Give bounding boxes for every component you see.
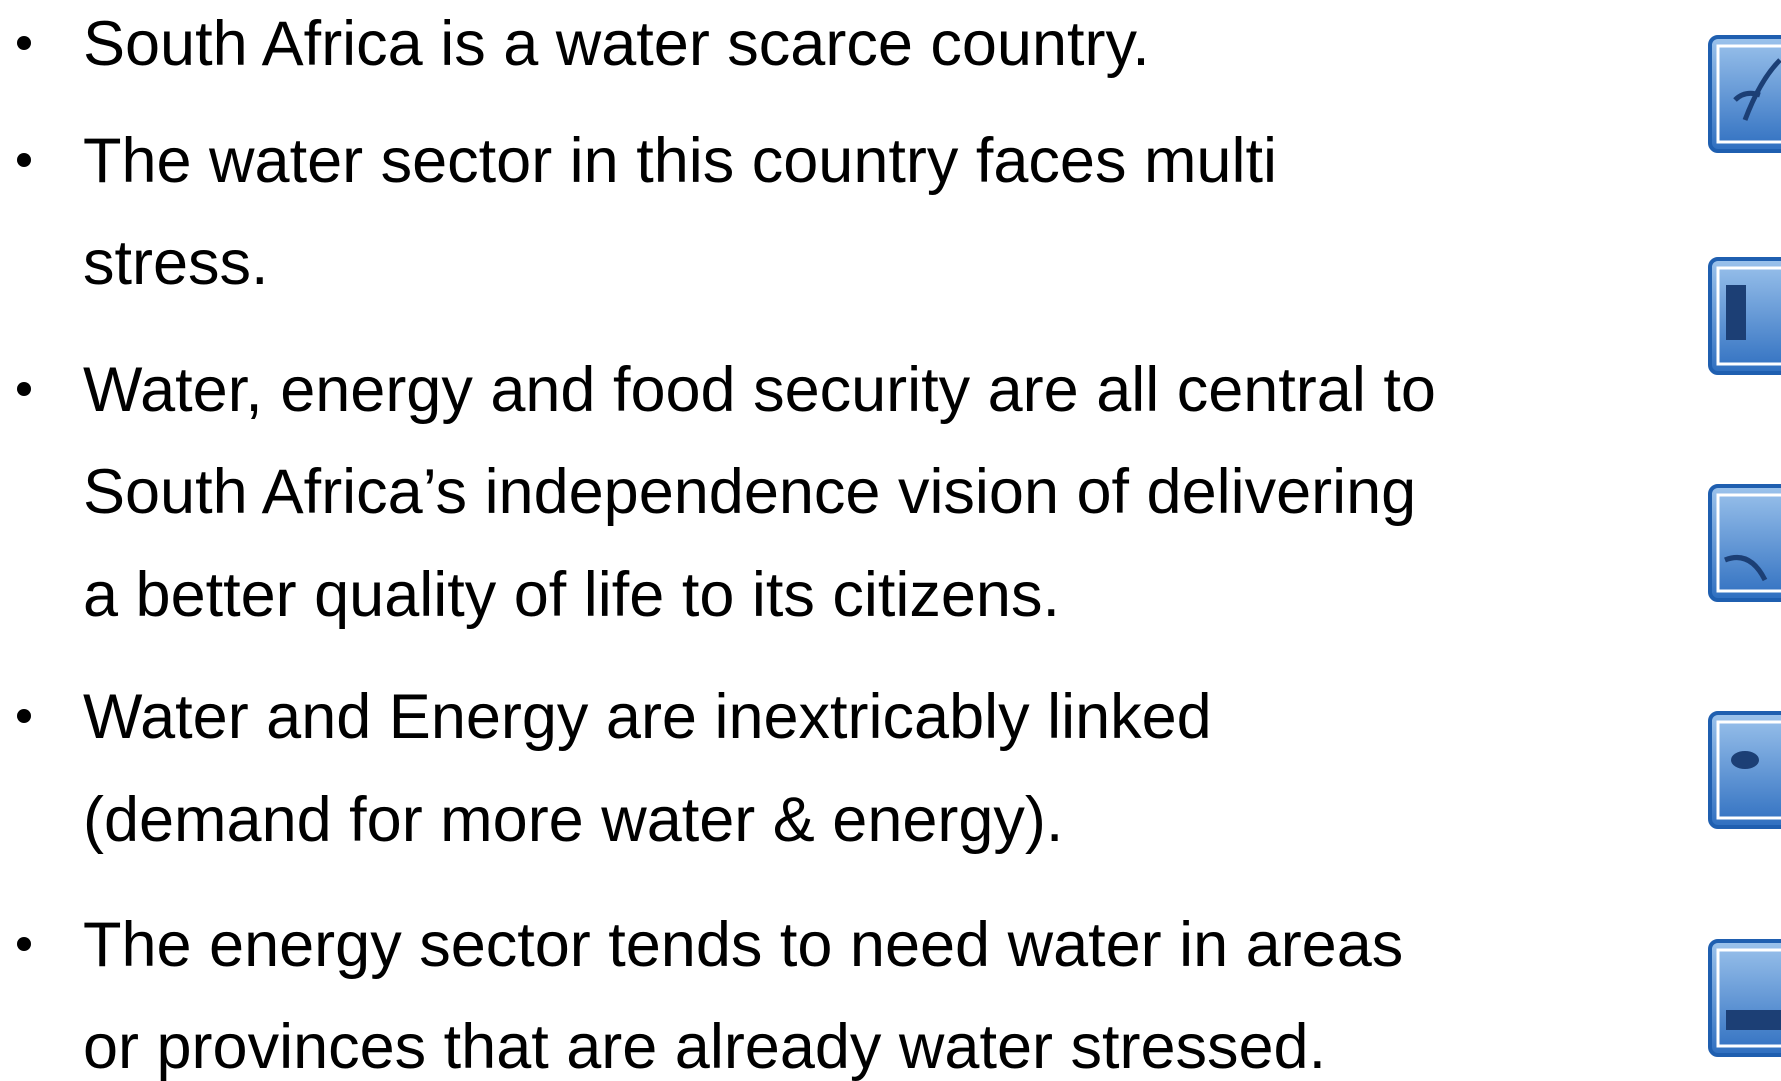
bullet-line: The energy sector tends to need water in… — [83, 910, 1403, 980]
icon — [1708, 35, 1781, 153]
icon — [1708, 257, 1781, 375]
bullet-dot — [17, 153, 31, 167]
bullet-line: a better quality of life to its citizens… — [83, 560, 1060, 630]
bullet-line: Water and Energy are inextricably linked — [83, 682, 1212, 752]
icon — [1708, 939, 1781, 1057]
bullet-item: Water, energy and food security are all … — [17, 355, 1436, 630]
bullet-line: stress. — [83, 228, 269, 298]
icon — [1708, 711, 1781, 829]
icon — [1708, 484, 1781, 602]
bullet-dot — [17, 937, 31, 951]
bullet-item: Water and Energy are inextricably linked… — [17, 682, 1212, 855]
bullet-item: South Africa is a water scarce country. — [17, 9, 1150, 79]
bullet-dot — [17, 709, 31, 723]
bullet-dot — [17, 36, 31, 50]
bullet-item: The energy sector tends to need water in… — [17, 910, 1403, 1081]
bullet-dot — [17, 382, 31, 396]
bullet-line: South Africa is a water scarce country. — [83, 9, 1150, 79]
bullet-line: Water, energy and food security are all … — [83, 355, 1436, 425]
bullet-item: The water sector in this country faces m… — [17, 126, 1277, 298]
bullet-line: (demand for more water & energy). — [83, 785, 1063, 855]
bullet-line: or provinces that are already water stre… — [83, 1012, 1326, 1081]
side-icons — [1708, 35, 1781, 1057]
bullet-line: South Africa’s independence vision of de… — [83, 457, 1416, 527]
bullet-line: The water sector in this country faces m… — [83, 126, 1277, 196]
bullet-list: South Africa is a water scarce country. T… — [17, 9, 1436, 1081]
